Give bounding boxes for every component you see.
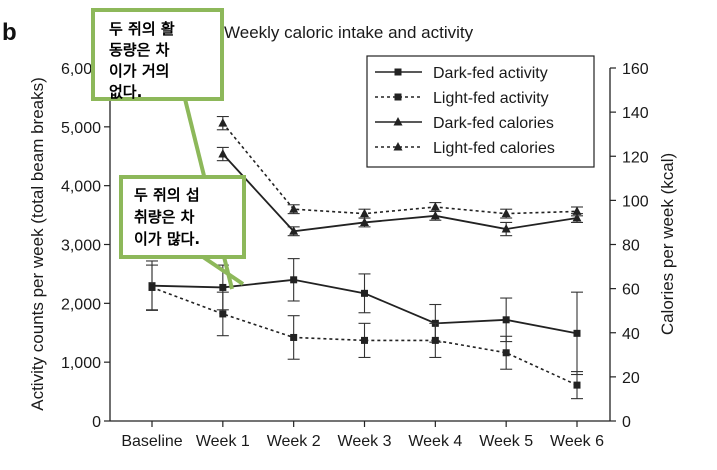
data-point (361, 289, 368, 297)
data-point (289, 226, 299, 235)
x-tick-label: Baseline (121, 433, 182, 450)
data-point (431, 336, 439, 344)
legend-entry: Light-fed calories (433, 140, 555, 157)
data-point (148, 283, 156, 291)
legend-entry: Light-fed activity (433, 90, 549, 107)
data-point (290, 333, 298, 341)
annotation-pointer (201, 255, 245, 286)
data-point (572, 206, 582, 215)
annotation-line: 두 쥐의 활 (109, 20, 175, 38)
y-left-tick-label: 5,000 (61, 120, 101, 137)
y-right-tick-label: 120 (622, 149, 649, 166)
legend-entry: Dark-fed calories (433, 115, 554, 132)
legend-box (366, 55, 595, 168)
y-right-tick-label: 140 (622, 105, 649, 122)
y-right-tick-label: 80 (622, 238, 640, 255)
series-light-fed-activity (146, 264, 583, 400)
data-point (502, 349, 510, 357)
data-point (573, 329, 581, 337)
legend-swatch-marker (393, 117, 403, 126)
series-layer (146, 115, 583, 400)
annotation-box (119, 175, 246, 259)
x-tick-label: Week 4 (408, 433, 462, 450)
y-axis-right-title: Calories per week (kcal) (658, 153, 677, 335)
data-point (501, 224, 511, 233)
data-point (360, 217, 369, 226)
y-left-tick-label: 1,000 (61, 355, 101, 372)
legend: Dark-fed activity Light-fed activity Dark-… (366, 55, 595, 168)
data-point (572, 213, 582, 222)
x-tick-label: Week 2 (267, 433, 321, 450)
data-point (573, 381, 581, 389)
y-axis-left-title: Activity counts per week (total beam bre… (28, 77, 47, 411)
chart-title: Weekly caloric intake and activity (224, 23, 474, 42)
annotation-line: 없다. (109, 83, 142, 101)
y-right-tick-label: 100 (622, 193, 649, 210)
y-right-tick-label: 40 (622, 326, 640, 343)
series-dark-fed-calories (216, 146, 583, 237)
x-tick-label: Week 6 (550, 433, 604, 450)
annotation-line: 동량은 차 (109, 41, 170, 59)
y-right-tick-label: 0 (622, 414, 631, 431)
panel-label: b (2, 19, 17, 46)
annotation-box (91, 8, 224, 101)
data-point (502, 316, 510, 324)
y-right-tick-label: 20 (622, 370, 640, 387)
legend-swatch-marker (393, 142, 403, 151)
axes: 01,0002,0003,0004,0005,0006,000020406080… (61, 61, 649, 450)
legend-swatch-marker (394, 68, 402, 76)
data-point (430, 210, 440, 220)
data-point (219, 310, 227, 318)
data-point (289, 204, 299, 213)
y-left-tick-label: 3,000 (61, 238, 101, 255)
y-right-tick-label: 160 (622, 61, 649, 78)
data-point (218, 149, 228, 158)
y-left-tick-label: 2,000 (61, 296, 101, 313)
data-point (218, 118, 228, 127)
series-line (222, 153, 578, 233)
annotation-line: 두 쥐의 섭 (134, 186, 200, 204)
y-left-tick-label: 0 (92, 414, 101, 431)
data-point (361, 336, 368, 344)
annotation-line: 취량은 차 (134, 208, 195, 226)
x-tick-label: Week 5 (479, 433, 533, 450)
x-tick-label: Week 1 (196, 433, 250, 450)
data-point (290, 276, 298, 284)
legend-swatch-marker (394, 93, 402, 101)
y-left-tick-label: 4,000 (61, 179, 101, 196)
y-right-tick-label: 60 (622, 282, 640, 299)
data-point (360, 208, 369, 218)
series-line (222, 122, 578, 215)
data-point (430, 201, 440, 211)
annotation-line: 이가 많다. (134, 230, 200, 248)
x-tick-label: Week 3 (338, 433, 392, 450)
annotation-line: 이가 거의 (109, 62, 169, 80)
legend-entry: Dark-fed activity (433, 65, 548, 82)
data-point (219, 283, 227, 291)
data-point (501, 208, 511, 218)
series-light-fed-calories (216, 115, 583, 219)
